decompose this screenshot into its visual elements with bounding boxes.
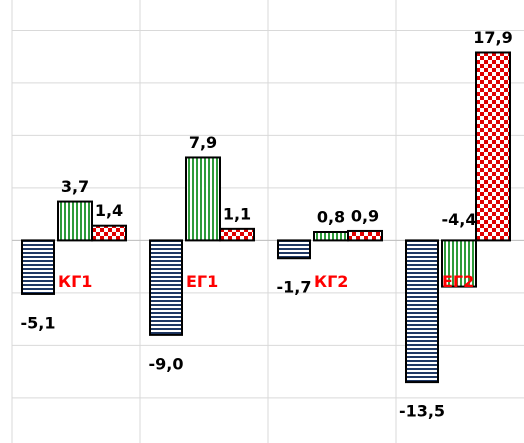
bar <box>21 239 55 295</box>
bar <box>347 229 383 242</box>
bar <box>277 239 311 260</box>
category-label: ЕГ1 <box>186 272 218 291</box>
category-label: КГ1 <box>58 272 92 291</box>
data-label: 3,7 <box>61 177 89 196</box>
bar <box>405 239 439 384</box>
data-label: -4,4 <box>442 210 477 229</box>
category-label: КГ2 <box>314 272 348 291</box>
bar <box>91 224 127 242</box>
bar <box>149 239 183 336</box>
data-label: -9,0 <box>149 354 184 373</box>
data-label: 1,1 <box>223 204 251 223</box>
bar <box>57 200 93 242</box>
data-label: 7,9 <box>189 133 217 152</box>
data-label: 17,9 <box>473 28 512 47</box>
bar <box>313 230 349 242</box>
bar <box>475 51 511 242</box>
bar <box>185 156 221 242</box>
data-label: -13,5 <box>399 402 445 421</box>
data-label: 1,4 <box>95 201 123 220</box>
data-label: -1,7 <box>277 278 312 297</box>
category-label: ЕГ2 <box>442 272 474 291</box>
data-label: -5,1 <box>21 313 56 332</box>
bar <box>441 239 477 288</box>
data-label: 0,8 <box>317 207 345 226</box>
data-label: 0,9 <box>351 206 379 225</box>
bar <box>219 227 255 242</box>
